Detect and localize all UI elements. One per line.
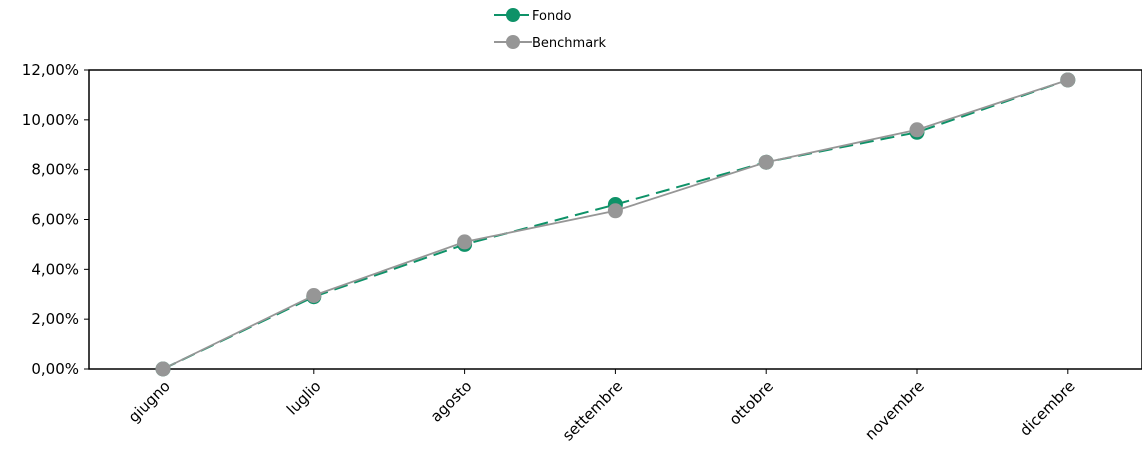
data-point: [306, 287, 322, 303]
legend-swatch-marker: [506, 35, 520, 49]
y-tick-label: 4,00%: [31, 260, 79, 278]
x-tick-label: novembre: [861, 377, 927, 443]
legend-item-benchmark: Benchmark: [494, 35, 607, 51]
series-layer: [155, 72, 1076, 377]
x-tick-label: agosto: [427, 377, 476, 426]
x-tick-label: luglio: [283, 377, 325, 419]
legend-label: Benchmark: [532, 36, 607, 51]
legend: Fondo Benchmark: [494, 8, 607, 51]
series-benchmark: [155, 72, 1076, 377]
data-point: [758, 154, 774, 170]
x-tick-label: dicembre: [1016, 377, 1078, 439]
series-line: [162, 79, 1069, 370]
y-tick-label: 8,00%: [31, 161, 79, 179]
legend-item-fondo: Fondo: [494, 8, 571, 24]
y-tick-label: 0,00%: [31, 360, 79, 378]
data-point: [607, 203, 623, 219]
y-tick-label: 10,00%: [22, 111, 79, 129]
series-line: [162, 79, 1069, 370]
x-tick-label: settembre: [559, 377, 626, 444]
x-tick-label: giugno: [125, 377, 174, 426]
y-tick-label: 12,00%: [22, 61, 79, 79]
data-point: [909, 122, 925, 138]
legend-label: Fondo: [532, 9, 571, 24]
data-point: [1060, 72, 1076, 88]
x-tick-label: ottobre: [726, 377, 777, 428]
y-tick-label: 6,00%: [31, 211, 79, 229]
plot-area: [88, 69, 1142, 370]
x-axis: giugno luglio agosto settembre ottobre novemb…: [125, 369, 1079, 444]
series-fondo: [155, 72, 1076, 377]
data-point: [155, 361, 171, 377]
y-tick-label: 2,00%: [31, 310, 79, 328]
data-point: [457, 234, 473, 250]
y-axis: 0,00% 2,00% 4,00% 6,00% 8,00% 10,00% 12,00%: [22, 61, 89, 378]
legend-swatch-marker: [506, 8, 520, 22]
